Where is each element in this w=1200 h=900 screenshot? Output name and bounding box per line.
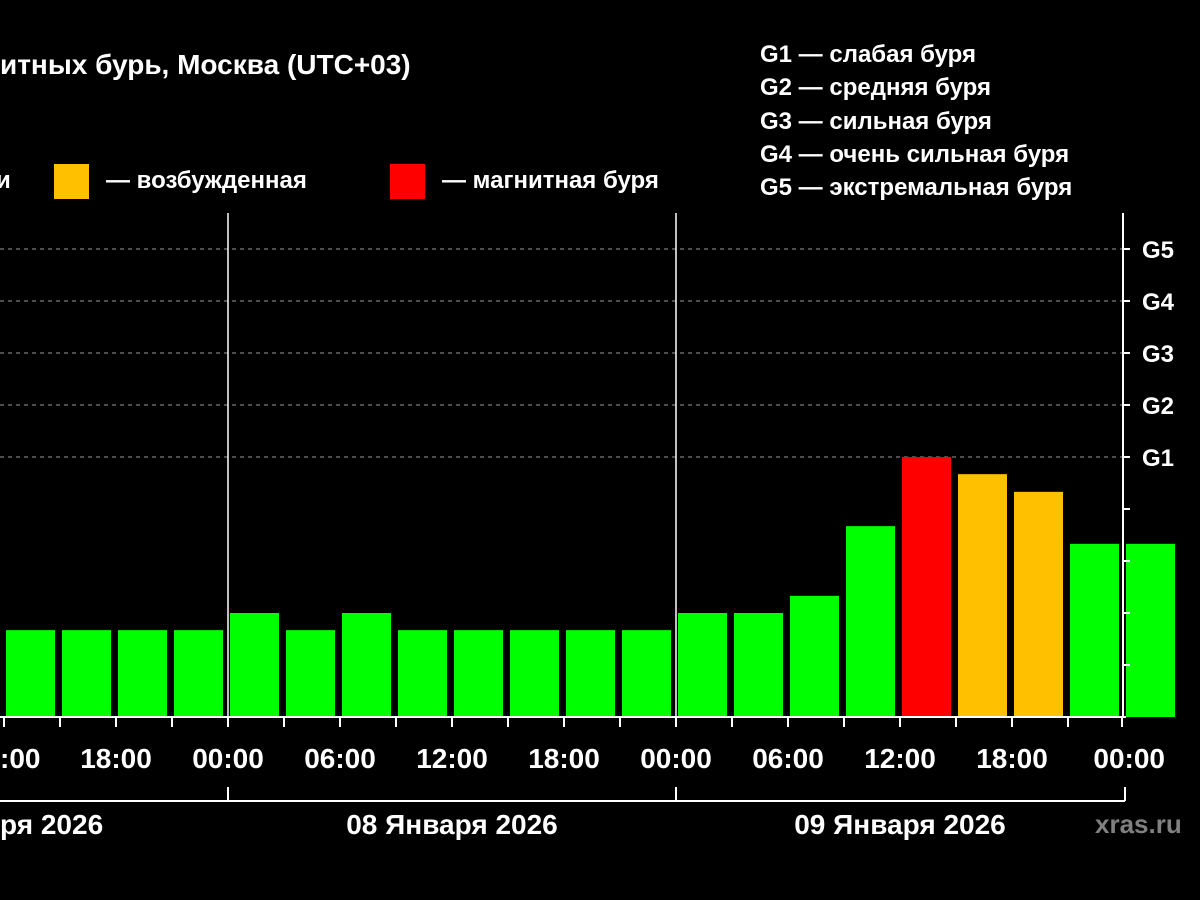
right-axis-label-g4: G4 <box>1142 289 1175 316</box>
right-axis-labels: G1 G2 G3 G4 G5 <box>1142 237 1175 472</box>
x-tick-label: 06:00 <box>752 743 824 774</box>
x-tick-label: 18:00 <box>80 743 152 774</box>
right-axis-label-g1: G1 <box>1142 445 1174 472</box>
bar-quiet <box>846 526 895 717</box>
right-axis-label-g3: G3 <box>1142 341 1174 368</box>
x-tick-label: 00:00 <box>640 743 712 774</box>
bar-quiet <box>622 630 671 717</box>
bar-quiet <box>6 630 55 717</box>
bar-quiet <box>678 613 727 717</box>
x-tick-label: 18:00 <box>528 743 600 774</box>
g-level-g1: G1 — слабая буря <box>760 41 976 68</box>
bar-quiet <box>1070 543 1119 717</box>
x-tick-label: :00 <box>0 743 40 774</box>
bar-quiet <box>230 613 279 717</box>
g-level-legend: G1 — слабая буря G2 — средняя буря G3 — … <box>760 41 1072 201</box>
bar-excited <box>1014 491 1063 717</box>
right-axis-label-g2: G2 <box>1142 393 1174 420</box>
x-tick-label: 12:00 <box>864 743 936 774</box>
bar-storm <box>902 457 951 717</box>
g-level-g2: G2 — средняя буря <box>760 74 991 101</box>
x-tick-label: 18:00 <box>976 743 1048 774</box>
bar-quiet <box>734 613 783 717</box>
x-tick-label: 06:00 <box>304 743 376 774</box>
x-tick-label: 00:00 <box>1093 743 1165 774</box>
bar-quiet <box>790 595 839 717</box>
legend-partial-label: и <box>0 167 11 194</box>
date-labels: ря 2026 08 Января 2026 09 Января 2026 <box>0 809 1006 840</box>
bars <box>6 457 1175 717</box>
x-tick-labels: :00 18:00 00:00 06:00 12:00 18:00 00:00 06:00 12… <box>0 743 1165 774</box>
date-label: ря 2026 <box>0 809 103 840</box>
grid-lines <box>0 213 1123 717</box>
bar-quiet <box>118 630 167 717</box>
bar-quiet <box>510 630 559 717</box>
g-level-g4: G4 — очень сильная буря <box>760 141 1069 168</box>
bar-quiet <box>174 630 223 717</box>
legend-storm-swatch <box>390 164 425 199</box>
credit-label: xras.ru <box>1095 809 1182 839</box>
g-level-g5: G5 — экстремальная буря <box>760 174 1072 201</box>
bar-quiet <box>1126 543 1175 717</box>
bar-quiet <box>62 630 111 717</box>
bar-quiet <box>566 630 615 717</box>
g-level-g3: G3 — сильная буря <box>760 108 992 135</box>
bar-quiet <box>286 630 335 717</box>
bar-quiet <box>454 630 503 717</box>
chart-title: итных бурь, Москва (UTC+03) <box>0 49 411 80</box>
x-tick-label: 12:00 <box>416 743 488 774</box>
axes <box>0 213 1130 802</box>
bar-quiet <box>398 630 447 717</box>
date-label: 09 Января 2026 <box>794 809 1006 840</box>
bar-quiet <box>342 613 391 717</box>
date-label: 08 Января 2026 <box>346 809 558 840</box>
legend-excited-swatch <box>54 164 89 199</box>
legend-storm-label: — магнитная буря <box>442 167 659 194</box>
right-axis-label-g5: G5 <box>1142 237 1174 264</box>
x-tick-label: 00:00 <box>192 743 264 774</box>
bar-excited <box>958 474 1007 717</box>
legend-excited-label: — возбужденная <box>106 167 307 194</box>
